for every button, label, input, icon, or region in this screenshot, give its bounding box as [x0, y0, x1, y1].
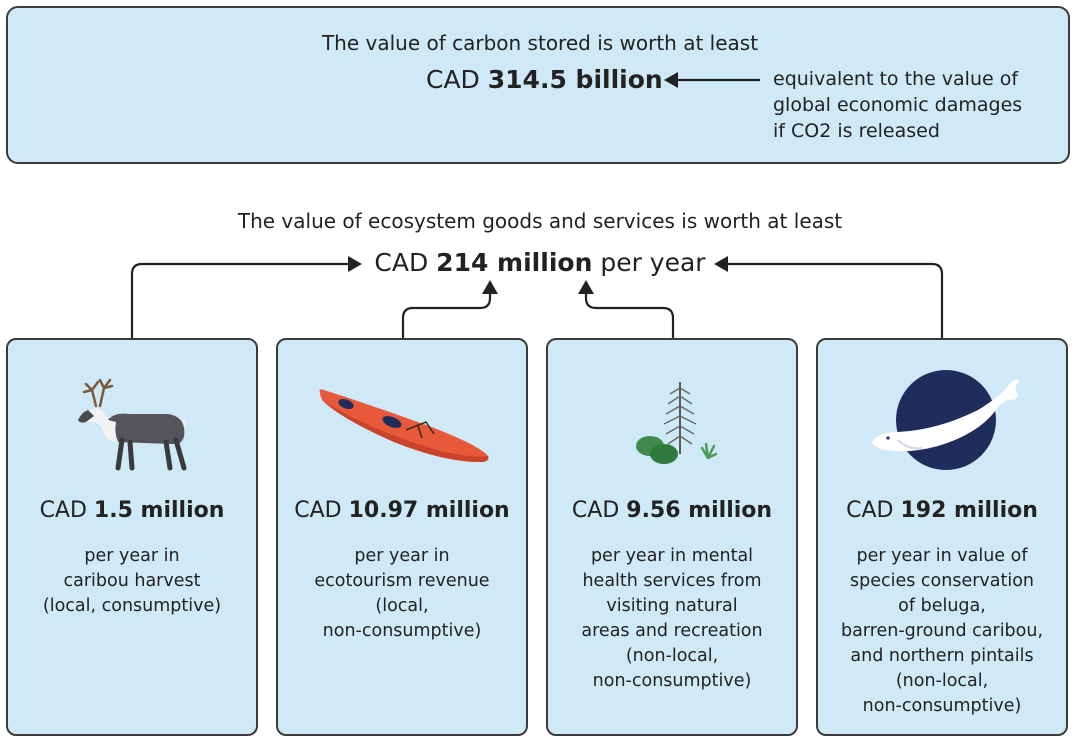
kayak-icon [319, 389, 489, 462]
card-amount-prefix: CAD [846, 498, 901, 523]
kayak-connector-arrow [401, 280, 498, 338]
desc-line: per year in [84, 546, 180, 566]
card-description: per year in caribou harvest (local, cons… [8, 544, 256, 619]
desc-line: non-consumptive) [862, 696, 1022, 716]
desc-line: ecotourism revenue [314, 571, 490, 591]
carbon-title: The value of carbon stored is worth at l… [321, 31, 759, 55]
ecosystem-title: The value of ecosystem goods and service… [237, 209, 843, 233]
mental-health-card: CAD 9.56 million per year in mental heal… [546, 338, 798, 736]
carbon-amount-prefix: CAD [426, 65, 488, 94]
desc-line: (non-local, [625, 646, 719, 666]
carbon-note-line: if CO2 is released [773, 120, 940, 142]
ecosystem-amount: CAD 214 million per year [0, 248, 1080, 277]
carbon-note-line: global economic damages [773, 94, 1023, 116]
card-amount-value: 9.56 million [626, 498, 773, 523]
desc-line: areas and recreation [581, 621, 763, 641]
card-amount-prefix: CAD [294, 498, 349, 523]
carbon-note-line: equivalent to the value of [773, 68, 1019, 90]
desc-line: caribou harvest [63, 571, 201, 591]
ecotourism-card: CAD 10.97 million per year in ecotourism… [276, 338, 528, 736]
desc-line: visiting natural [606, 596, 738, 616]
card-amount: CAD 10.97 million [278, 498, 526, 523]
caribou-harvest-card: CAD 1.5 million per year in caribou harv… [6, 338, 258, 736]
card-amount: CAD 1.5 million [8, 498, 256, 523]
ecosystem-amount-prefix: CAD [374, 248, 437, 277]
tree-shrub-icon [636, 382, 718, 464]
card-amount-value: 192 million [900, 498, 1038, 523]
desc-line: (local, consumptive) [42, 596, 222, 616]
desc-line: per year in value of [856, 546, 1028, 566]
desc-line: species conservation [849, 571, 1035, 591]
caribou-icon [78, 378, 188, 471]
card-description: per year in mental health services from … [548, 544, 796, 694]
carbon-amount: CAD 314.5 billion [380, 65, 726, 94]
card-amount: CAD 192 million [818, 498, 1066, 523]
card-amount-value: 10.97 million [348, 498, 510, 523]
card-description: per year in value of species conservatio… [818, 544, 1066, 719]
desc-line: non-consumptive) [322, 621, 482, 641]
beluga-connector-arrow [714, 256, 944, 338]
desc-line: barren-ground caribou, [840, 621, 1044, 641]
carbon-value-box [6, 6, 1070, 164]
desc-line: non-consumptive) [592, 671, 752, 691]
ecosystem-amount-value: 214 million [436, 248, 593, 277]
desc-line: and northern pintails [850, 646, 1034, 666]
carbon-amount-value: 314.5 billion [487, 65, 663, 94]
desc-line: (local, [375, 596, 429, 616]
ecosystem-amount-suffix: per year [592, 248, 706, 277]
carbon-note: equivalent to the value of global econom… [773, 66, 1022, 144]
desc-line: (non-local, [895, 671, 989, 691]
carbon-note-arrow [664, 72, 760, 88]
card-amount-value: 1.5 million [93, 498, 225, 523]
species-conservation-card: CAD 192 million per year in value of spe… [816, 338, 1068, 736]
card-amount-prefix: CAD [39, 498, 94, 523]
desc-line: health services from [582, 571, 762, 591]
card-description: per year in ecotourism revenue (local, n… [278, 544, 526, 644]
desc-line: per year in [354, 546, 450, 566]
desc-line: of beluga, [898, 596, 986, 616]
mental-health-connector-arrow [578, 280, 675, 338]
desc-line: per year in mental [590, 546, 754, 566]
caribou-connector-arrow [130, 256, 362, 338]
card-amount-prefix: CAD [571, 498, 627, 523]
card-amount: CAD 9.56 million [548, 498, 796, 523]
beluga-icon [872, 370, 1020, 470]
